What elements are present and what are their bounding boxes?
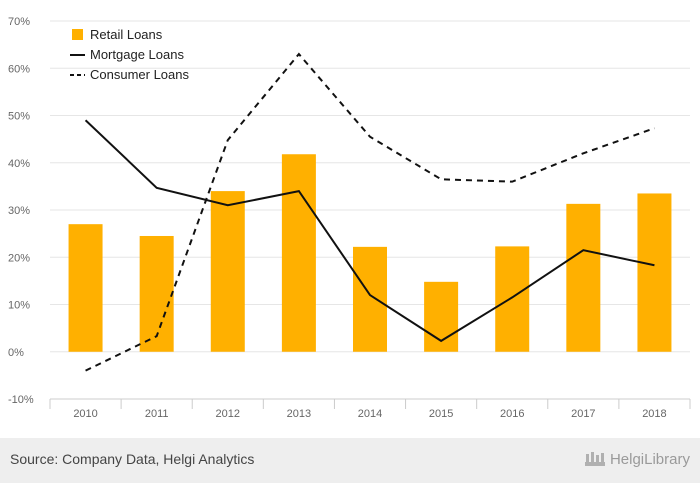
y-tick-label: 50% [8, 111, 30, 123]
retail-loans-bar [210, 191, 245, 352]
x-tick-label: 2017 [571, 408, 595, 420]
x-tick-label: 2014 [358, 408, 382, 420]
retail-loans-bars [68, 154, 672, 352]
x-tick-label: 2013 [287, 408, 311, 420]
retail-loans-bar [281, 154, 316, 352]
y-tick-label: 70% [8, 16, 30, 28]
y-tick-label: 60% [8, 63, 30, 75]
y-axis-ticks: -10% 0% 10% 20% 30% 40% 50% 60% 70% [8, 16, 34, 406]
legend-swatch-retail-loans [72, 29, 83, 40]
loan-lines [84, 52, 655, 372]
retail-loans-bar [139, 235, 174, 352]
y-tick-label: 20% [8, 252, 30, 264]
chart: -10% 0% 10% 20% 30% 40% 50% 60% 70% 2010 2011 2012… [8, 16, 691, 420]
retail-loans-bar [637, 193, 672, 352]
y-tick-label: -10% [8, 394, 34, 406]
y-tick-label: 10% [8, 300, 30, 312]
consumer-loans-line [85, 52, 655, 372]
y-tick-label: 40% [8, 158, 30, 170]
retail-loans-bar [353, 246, 387, 352]
x-tick-label: 2015 [429, 408, 453, 420]
brand[interactable]: HelgiLibrary [584, 450, 690, 468]
mortgage-loans-line [84, 119, 655, 343]
x-tick-label: 2011 [145, 408, 169, 420]
x-tick-label: 2016 [500, 408, 524, 420]
x-tick-label: 2018 [642, 408, 666, 420]
x-tick-label: 2010 [73, 408, 97, 420]
retail-loans-bar [566, 203, 601, 352]
legend-label-mortgage-loans: Mortgage Loans [90, 47, 184, 62]
y-tick-label: 0% [8, 347, 24, 359]
retail-loans-bar [68, 224, 103, 352]
x-axis: 2010 2011 2012 2013 2014 2015 2016 2017 2018 [49, 398, 691, 420]
source-note: Source: Company Data, Helgi Analytics [10, 451, 255, 467]
legend-label-retail-loans: Retail Loans [90, 27, 163, 42]
x-tick-label: 2012 [216, 408, 240, 420]
library-logo-icon [584, 452, 605, 466]
y-tick-label: 30% [8, 205, 30, 217]
retail-loans-bar [495, 246, 530, 352]
footer: Source: Company Data, Helgi Analytics He… [0, 438, 700, 483]
legend-label-consumer-loans: Consumer Loans [90, 67, 189, 82]
brand-name: HelgiLibrary [609, 450, 690, 468]
legend: Retail Loans Mortgage Loans Consumer Loans [70, 27, 189, 82]
